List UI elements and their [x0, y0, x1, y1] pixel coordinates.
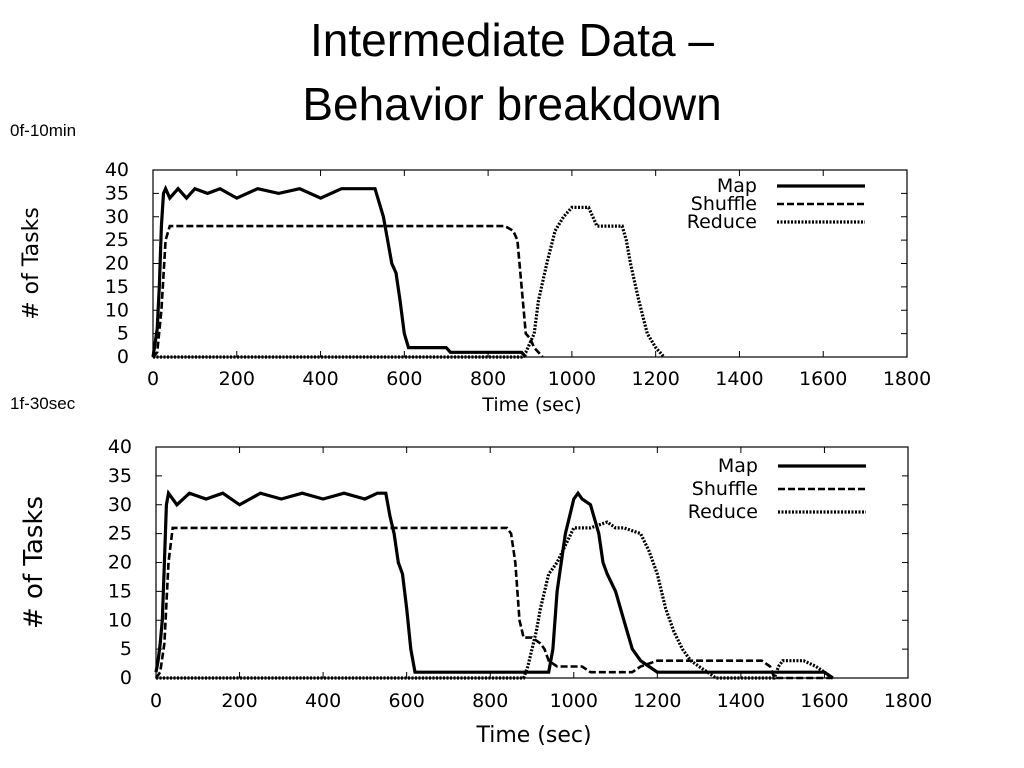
x-axis-label: Time (sec): [475, 723, 591, 748]
x-tick-label: 800: [470, 368, 506, 390]
x-tick-label: 400: [302, 368, 338, 390]
x-tick-label: 1400: [717, 690, 765, 712]
x-tick-label: 1200: [631, 368, 679, 390]
y-tick-label: 0: [117, 346, 129, 368]
x-tick-label: 1000: [550, 690, 598, 712]
legend-label-reduce: Reduce: [687, 211, 757, 233]
title-line-1: Intermediate Data –: [309, 14, 714, 66]
y-tick-label: 30: [108, 494, 132, 516]
slide-title: Intermediate Data – Behavior breakdown: [0, 8, 1024, 136]
x-tick-label: 1600: [799, 368, 847, 390]
x-tick-label: 200: [221, 690, 257, 712]
y-tick-label: 40: [108, 436, 132, 458]
series-map-line: [154, 489, 834, 680]
x-tick-label: 600: [386, 368, 422, 390]
series-map-line: [151, 184, 527, 359]
x-axis-label: Time (sec): [481, 394, 581, 416]
x-tick-label: 800: [472, 690, 508, 712]
y-axis-label: # of Tasks: [19, 207, 44, 320]
y-tick-label: 35: [105, 182, 129, 204]
legend-label-reduce: Reduce: [688, 501, 758, 523]
x-tick-label: 1000: [548, 368, 596, 390]
x-tick-label: 1800: [884, 690, 932, 712]
x-tick-label: 1600: [800, 690, 848, 712]
y-tick-label: 35: [108, 465, 132, 487]
y-axis-label: # of Tasks: [19, 496, 49, 629]
legend-label-map: Map: [718, 455, 758, 477]
legend-label-shuffle: Shuffle: [692, 478, 758, 500]
y-tick-label: 5: [120, 638, 132, 660]
x-tick-label: 0: [147, 368, 159, 390]
y-tick-label: 20: [105, 253, 129, 275]
x-tick-label: 0: [150, 690, 162, 712]
series-shuffle-line: [152, 224, 544, 358]
y-tick-label: 15: [105, 276, 129, 298]
y-tick-label: 40: [105, 159, 129, 181]
y-tick-label: 5: [117, 323, 129, 345]
y-tick-label: 15: [108, 580, 132, 602]
legend-label-shuffle: Shuffle: [691, 193, 757, 215]
chart-2-label: 1f-30sec: [10, 394, 76, 413]
legend-label-map: Map: [717, 175, 757, 197]
title-line-2: Behavior breakdown: [302, 78, 722, 130]
x-tick-label: 1800: [883, 368, 931, 390]
series-shuffle-line: [154, 526, 833, 680]
y-tick-label: 25: [105, 229, 129, 251]
y-tick-label: 30: [105, 206, 129, 228]
x-tick-label: 1200: [633, 690, 681, 712]
plot-frame: [152, 169, 908, 358]
chart-1-label: 0f-10min: [10, 121, 77, 140]
series-reduce-line: [156, 520, 834, 680]
x-tick-label: 200: [219, 368, 255, 390]
y-tick-label: 20: [108, 552, 132, 574]
x-tick-label: 1400: [715, 368, 763, 390]
y-tick-label: 25: [108, 523, 132, 545]
y-tick-label: 0: [120, 667, 132, 689]
x-tick-label: 400: [305, 690, 341, 712]
y-tick-label: 10: [108, 609, 132, 631]
series-reduce-line: [153, 205, 666, 359]
y-tick-label: 10: [105, 299, 129, 321]
x-tick-label: 600: [389, 690, 425, 712]
